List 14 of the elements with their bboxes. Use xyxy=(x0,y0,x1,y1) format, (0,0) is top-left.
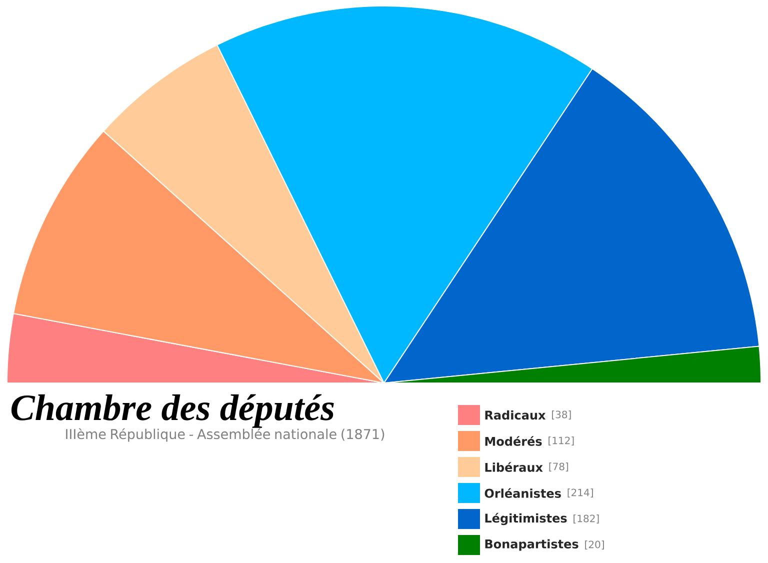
text: IIIème République - Assemblée nationale (1871) xyxy=(66,428,384,442)
legend-label: Modérés xyxy=(485,436,542,446)
legend-label: Radicaux xyxy=(485,410,546,420)
data-label: [182] xyxy=(574,514,599,524)
text: Chambre des députés xyxy=(11,394,334,428)
data-label: [38] xyxy=(552,410,571,420)
data-label: [78] xyxy=(549,462,568,472)
data-label: [214] xyxy=(568,488,593,498)
legend-label: Orléanistes xyxy=(484,488,561,498)
data-label: [20] xyxy=(585,540,604,550)
legend-label: Légitimistes xyxy=(485,512,567,526)
legend-label: Libéraux xyxy=(485,462,543,472)
legend-label: Bonapartistes xyxy=(485,539,578,551)
data-label: [112] xyxy=(548,436,574,446)
